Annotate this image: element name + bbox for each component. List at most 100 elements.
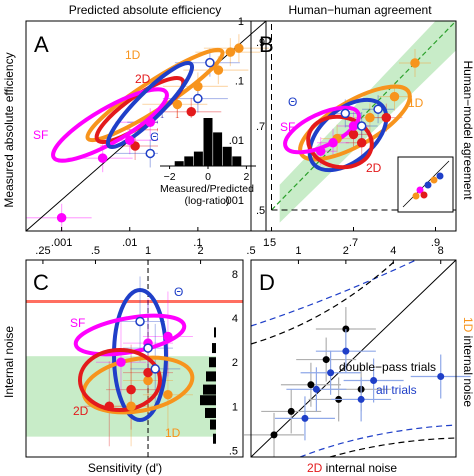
panel-c-top-tick-label: .25 (35, 245, 50, 257)
panel-b-point (328, 138, 338, 148)
panel-c-point (126, 401, 136, 412)
panel-a-inset: −2 0 2 (158, 118, 258, 183)
panel-a-ticks: .001 .001 .01 .01 .1 .1 1 1 (51, 16, 269, 249)
panel-d-point (312, 385, 320, 393)
panel-d-label-double-pass: double−pass trials (339, 360, 436, 374)
panel-a-point (225, 47, 236, 57)
panel-a-inset-bar (184, 156, 194, 166)
panel-b-xtick-label: .5 (267, 237, 276, 249)
panel-b-point (348, 129, 359, 140)
panel-b-point (389, 91, 400, 102)
panel-c-letter: C (33, 270, 49, 295)
panel-b-inset-point (424, 181, 432, 189)
panel-c: Internal noise Sensitivity (d') C 1D 2D … (2, 245, 244, 475)
panel-b-ytick-label: .9 (256, 37, 265, 49)
panel-a-point (145, 117, 156, 128)
panel-d-ticks: .5 1 2 4 8 (246, 245, 444, 264)
panel-d-top-tick-label: 1 (295, 245, 301, 257)
panel-c-right-tick-label: 2 (232, 357, 238, 369)
panel-d-plot (244, 259, 471, 458)
panel-a: Predicted absolute efficiency Measured a… (2, 3, 269, 249)
panel-b-point (340, 108, 351, 119)
panel-c-top-tick-label: 1 (145, 245, 151, 257)
panel-a-point (56, 213, 67, 223)
panel-a-inset-bar (193, 151, 203, 166)
panel-b-point (410, 58, 420, 68)
panel-a-point (172, 99, 183, 110)
panel-d-label-all-trials: all trials (376, 383, 417, 397)
panel-a-point (97, 153, 108, 163)
panel-a-point (234, 43, 244, 53)
panel-d-point (307, 381, 315, 389)
panel-d-ylabel-colored: 1D (461, 317, 474, 333)
panel-b-point (356, 121, 367, 131)
panel-d-point (327, 369, 335, 377)
panel-d-black-lower (329, 437, 457, 458)
panel-c-label-theta: Θ (174, 285, 183, 299)
panel-a-xtick-label: .01 (122, 237, 137, 249)
panel-c-hist-bar (214, 327, 216, 338)
panel-b-point (373, 104, 383, 114)
panel-b-point (348, 121, 359, 131)
panel-c-label-2d: 2D (73, 404, 89, 418)
panel-d-ylabel: 1D internal noise (461, 317, 474, 407)
panel-b-ytick-label: .5 (256, 205, 265, 217)
panel-d-top-tick-label: 4 (390, 245, 396, 257)
panel-c-point (163, 389, 173, 400)
panel-d-xlabel-colored: 2D (307, 461, 323, 475)
panel-b-inset-point (430, 176, 438, 184)
panel-c-point (126, 384, 136, 395)
panel-c-point (104, 401, 115, 412)
panel-b-point (365, 112, 375, 123)
panel-a-ylabel: Measured absolute efficiency (2, 52, 16, 207)
panel-b-label-2d: 2D (366, 161, 382, 175)
panel-b: Human−human agreement Human−model agreem… (250, 3, 474, 249)
panel-c-right-tick-label: 8 (232, 269, 238, 281)
panel-a-inset-bar (213, 132, 223, 166)
panel-d-blue-upper (250, 259, 417, 327)
panel-d-black-upper (250, 259, 397, 345)
panel-c-hist-bar (210, 419, 216, 430)
panel-c-label-sf: SF (70, 316, 85, 330)
panel-a-letter: A (34, 32, 49, 57)
panel-a-xtick-label: 1 (263, 237, 269, 249)
panel-d-frame (250, 259, 457, 458)
panel-b-inset-point (412, 192, 420, 200)
panel-a-label-2d: 2D (135, 72, 151, 86)
panel-d-point (287, 407, 295, 415)
panel-b-top-title: Human−human agreement (288, 3, 432, 17)
panel-d-top-tick-label: 2 (343, 245, 349, 257)
panel-a-label-1d: 1D (125, 48, 141, 62)
panel-c-hist-bar (205, 407, 216, 418)
panel-d-point (370, 377, 378, 385)
panel-d-top-tick-label: .5 (246, 245, 255, 257)
panel-c-hist-bar (206, 371, 216, 382)
panel-c-right-tick-label: 1 (232, 401, 238, 413)
panel-b-label-1d: 1D (408, 96, 424, 110)
panel-a-frame (25, 20, 267, 232)
panel-d-xlabel: 2D internal noise (307, 461, 397, 475)
panel-c-hist-bar (203, 384, 216, 395)
panel-d-top-tick-label: 8 (438, 245, 444, 257)
panel-d-point (270, 431, 278, 439)
panel-d-ylabel-rest: internal noise (461, 332, 474, 407)
panel-b-ellipse (307, 97, 389, 173)
panel-b-letter: B (259, 32, 274, 57)
panel-a-point (193, 81, 203, 92)
panel-a-point (193, 93, 203, 104)
panel-d-xlabel-rest: internal noise (322, 461, 397, 475)
panel-c-top-tick-label: 2 (198, 245, 204, 257)
panel-b-point (381, 112, 392, 123)
panel-a-point (186, 107, 197, 117)
panel-b-point (315, 146, 326, 156)
panel-d-point (437, 373, 445, 381)
panel-c-point (135, 316, 145, 327)
panel-c-point (143, 375, 153, 386)
panel-c-right-tick-label: 4 (232, 313, 238, 325)
panel-a-inset-bar (203, 118, 213, 166)
panel-a-right-tick-label: 1 (238, 16, 244, 28)
panel-d-point (357, 395, 365, 403)
panel-b-green-line (271, 20, 457, 211)
panel-c-point (150, 364, 160, 374)
panel-a-point (145, 148, 156, 159)
